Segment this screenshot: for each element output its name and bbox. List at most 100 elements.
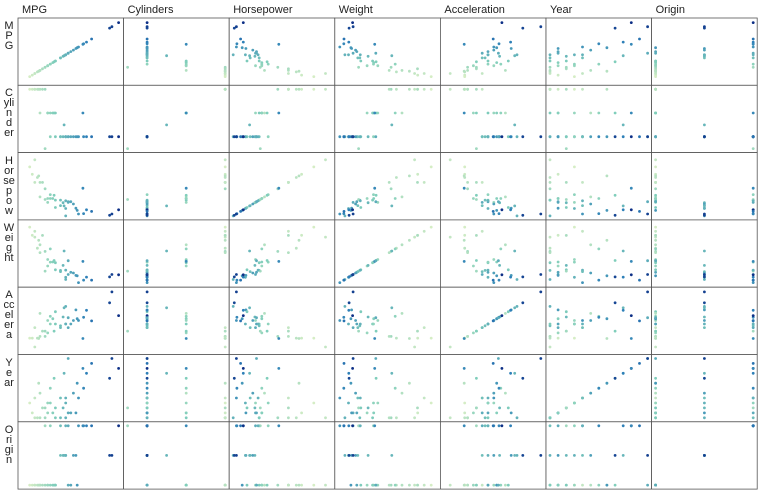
data-point [416,483,419,487]
data-point [492,396,496,400]
data-point [495,197,499,200]
data-point [235,135,238,139]
data-point [483,269,487,272]
data-point [260,483,264,487]
data-point [245,59,249,63]
data-point [390,454,394,457]
data-point [448,158,452,162]
column-label-cylinders: Cylinders [127,4,174,16]
data-point [117,367,120,370]
data-point [145,37,149,41]
data-point [75,483,79,487]
data-point [254,319,257,322]
data-point [497,212,501,216]
data-point [241,308,245,312]
data-point [354,454,357,457]
data-point [358,135,362,139]
data-point [504,483,507,487]
data-point [556,331,560,335]
data-point [184,264,188,268]
data-point [248,56,252,60]
data-point [556,73,560,77]
data-point [248,249,252,253]
data-point [145,316,149,320]
data-point [245,268,249,272]
data-point [356,135,360,139]
data-point [64,268,68,272]
data-point [613,454,617,457]
data-point [223,187,227,191]
data-point [506,206,510,209]
data-point [372,483,376,487]
data-point [605,135,609,139]
data-point [581,53,584,57]
data-point [448,72,452,75]
data-point [462,238,466,242]
data-point [184,197,188,200]
data-point [184,386,188,390]
panel-frame [334,286,441,355]
panel-horsepower-vs-mpg [17,152,124,221]
data-point [654,187,657,191]
data-point [480,72,484,75]
column-label-acceleration: Acceleration [444,4,505,16]
data-point [646,25,649,29]
panel-frame [545,421,652,490]
data-point [751,406,755,410]
data-point [573,193,576,197]
data-point [33,87,37,91]
data-point [90,362,93,365]
data-point [351,290,355,294]
data-point [62,454,66,457]
data-point [258,147,262,151]
data-point [241,273,245,277]
data-point [81,424,85,428]
data-point [646,273,649,276]
data-point [165,204,169,208]
data-point [43,424,47,428]
data-point [751,362,755,365]
data-point [48,260,52,264]
data-point [184,69,188,72]
data-point [376,319,380,322]
data-point [300,233,303,237]
data-point [654,46,657,50]
data-point [374,357,378,360]
panel-mpg-vs-acceleration [439,17,547,86]
data-point [509,454,513,457]
data-point [463,75,467,78]
data-point [654,381,657,385]
data-point [117,135,120,139]
data-point [389,187,393,191]
data-point [69,411,73,415]
data-point [564,54,568,58]
data-point [69,322,73,326]
data-point [573,454,576,457]
data-point [472,197,475,200]
data-point [235,212,238,216]
data-point [287,72,290,75]
data-point [38,181,42,184]
data-point [356,454,360,457]
data-point [239,319,243,323]
data-point [287,396,290,400]
data-point [646,135,649,139]
data-point [462,260,466,263]
data-point [573,275,576,279]
data-point [564,198,568,201]
data-point [117,273,120,277]
panel-year-vs-cylinders [123,354,230,423]
data-point [589,483,593,487]
data-point [59,56,62,60]
data-point [297,174,301,178]
data-point [621,123,625,127]
data-point [515,454,519,457]
data-point [365,64,369,68]
data-point [145,51,149,55]
data-point [654,206,657,209]
data-point [486,322,490,326]
data-point [589,69,593,72]
data-point [548,214,552,218]
data-point [366,454,370,457]
data-point [223,401,227,405]
